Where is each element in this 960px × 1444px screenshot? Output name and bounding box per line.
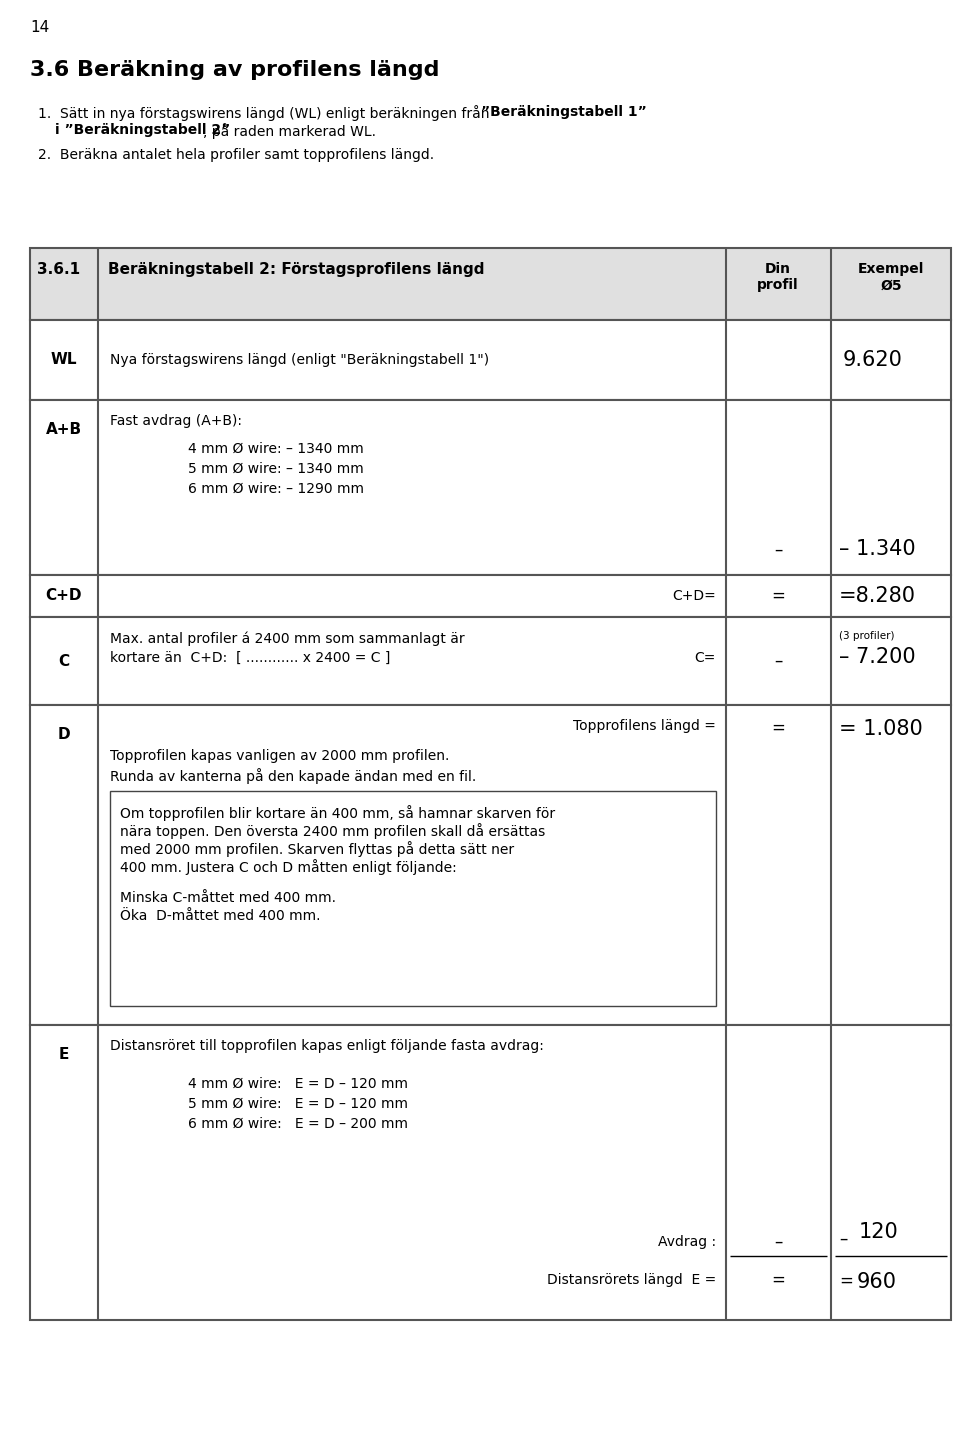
- Bar: [30, 617, 951, 705]
- Text: Topprofilens längd =: Topprofilens längd =: [573, 719, 716, 734]
- Text: =: =: [771, 588, 785, 605]
- Text: =: =: [839, 1272, 852, 1289]
- Text: WL: WL: [51, 352, 77, 368]
- Text: 960: 960: [857, 1272, 897, 1292]
- Bar: [110, 791, 716, 1006]
- Text: Max. antal profiler á 2400 mm som sammanlagt är: Max. antal profiler á 2400 mm som samman…: [110, 631, 465, 645]
- Bar: [30, 705, 951, 1025]
- Text: Nya förstagswirens längd (enligt "Beräkningstabell 1"): Nya förstagswirens längd (enligt "Beräkn…: [110, 352, 490, 367]
- Text: =: =: [771, 719, 785, 736]
- Text: Avdrag :: Avdrag :: [658, 1235, 716, 1249]
- Text: i ”Beräkningstabell 2”: i ”Beräkningstabell 2”: [55, 123, 230, 137]
- Text: =8.280: =8.280: [839, 586, 916, 606]
- Text: –: –: [774, 1233, 782, 1251]
- Text: – 7.200: – 7.200: [839, 647, 916, 667]
- Text: 1.  Sätt in nya förstagswirens längd (WL) enligt beräkningen från: 1. Sätt in nya förstagswirens längd (WL)…: [38, 105, 493, 121]
- Bar: [30, 321, 951, 400]
- Text: med 2000 mm profilen. Skarven flyttas på detta sätt ner: med 2000 mm profilen. Skarven flyttas på…: [120, 840, 515, 856]
- Text: Exempel
Ø5: Exempel Ø5: [858, 261, 924, 292]
- Bar: [30, 575, 951, 617]
- Text: Distansrörets längd  E =: Distansrörets längd E =: [547, 1274, 716, 1287]
- Text: C=: C=: [695, 651, 716, 666]
- Text: , på raden markerad WL.: , på raden markerad WL.: [203, 123, 376, 139]
- Text: –: –: [774, 542, 782, 559]
- Text: C+D=: C+D=: [672, 589, 716, 604]
- Text: 120: 120: [859, 1222, 899, 1242]
- Text: nära toppen. Den översta 2400 mm profilen skall då ersättas: nära toppen. Den översta 2400 mm profile…: [120, 823, 545, 839]
- Text: 14: 14: [30, 20, 49, 35]
- Text: ”Beräkningstabell 1”: ”Beräkningstabell 1”: [481, 105, 647, 118]
- Text: 4 mm Ø wire:   E = D – 120 mm: 4 mm Ø wire: E = D – 120 mm: [188, 1077, 408, 1092]
- Text: =: =: [771, 1271, 785, 1289]
- Text: Distansröret till topprofilen kapas enligt följande fasta avdrag:: Distansröret till topprofilen kapas enli…: [110, 1040, 544, 1053]
- Text: 5 mm Ø wire: – 1340 mm: 5 mm Ø wire: – 1340 mm: [188, 462, 364, 477]
- Text: 6 mm Ø wire:   E = D – 200 mm: 6 mm Ø wire: E = D – 200 mm: [188, 1118, 408, 1131]
- Text: C+D: C+D: [46, 589, 83, 604]
- Text: 2.  Beräkna antalet hela profiler samt topprofilens längd.: 2. Beräkna antalet hela profiler samt to…: [38, 147, 434, 162]
- Bar: [30, 248, 951, 321]
- Text: Beräkningstabell 2: Förstagsprofilens längd: Beräkningstabell 2: Förstagsprofilens lä…: [108, 261, 485, 277]
- Bar: [30, 1025, 951, 1320]
- Text: A+B: A+B: [46, 422, 82, 438]
- Text: 3.6 Beräkning av profilens längd: 3.6 Beräkning av profilens längd: [30, 61, 440, 79]
- Text: 3.6.1: 3.6.1: [37, 261, 80, 277]
- Text: Öka  D-måttet med 400 mm.: Öka D-måttet med 400 mm.: [120, 910, 321, 923]
- Text: Topprofilen kapas vanligen av 2000 mm profilen.: Topprofilen kapas vanligen av 2000 mm pr…: [110, 749, 449, 762]
- Text: –: –: [839, 1230, 848, 1248]
- Text: (3 profiler): (3 profiler): [839, 631, 895, 641]
- Text: 6 mm Ø wire: – 1290 mm: 6 mm Ø wire: – 1290 mm: [188, 482, 364, 495]
- Text: Din
profil: Din profil: [757, 261, 799, 292]
- Text: E: E: [59, 1047, 69, 1061]
- Text: D: D: [58, 726, 70, 742]
- Text: kortare än  C+D:  [ ............ x 2400 = C ]: kortare än C+D: [ ............ x 2400 = …: [110, 651, 391, 666]
- Text: – 1.340: – 1.340: [839, 539, 916, 559]
- Text: 400 mm. Justera C och D måtten enligt följande:: 400 mm. Justera C och D måtten enligt fö…: [120, 859, 457, 875]
- Text: Fast avdrag (A+B):: Fast avdrag (A+B):: [110, 414, 242, 427]
- Text: 9.620: 9.620: [843, 349, 902, 370]
- Text: 5 mm Ø wire:   E = D – 120 mm: 5 mm Ø wire: E = D – 120 mm: [188, 1097, 408, 1110]
- Text: Om topprofilen blir kortare än 400 mm, så hamnar skarven för: Om topprofilen blir kortare än 400 mm, s…: [120, 804, 555, 822]
- Text: C: C: [59, 654, 69, 669]
- Text: Minska C-måttet med 400 mm.: Minska C-måttet med 400 mm.: [120, 891, 336, 905]
- Bar: [30, 400, 951, 575]
- Text: Runda av kanterna på den kapade ändan med en fil.: Runda av kanterna på den kapade ändan me…: [110, 768, 476, 784]
- Text: = 1.080: = 1.080: [839, 719, 923, 739]
- Text: 4 mm Ø wire: – 1340 mm: 4 mm Ø wire: – 1340 mm: [188, 442, 364, 456]
- Text: –: –: [774, 653, 782, 670]
